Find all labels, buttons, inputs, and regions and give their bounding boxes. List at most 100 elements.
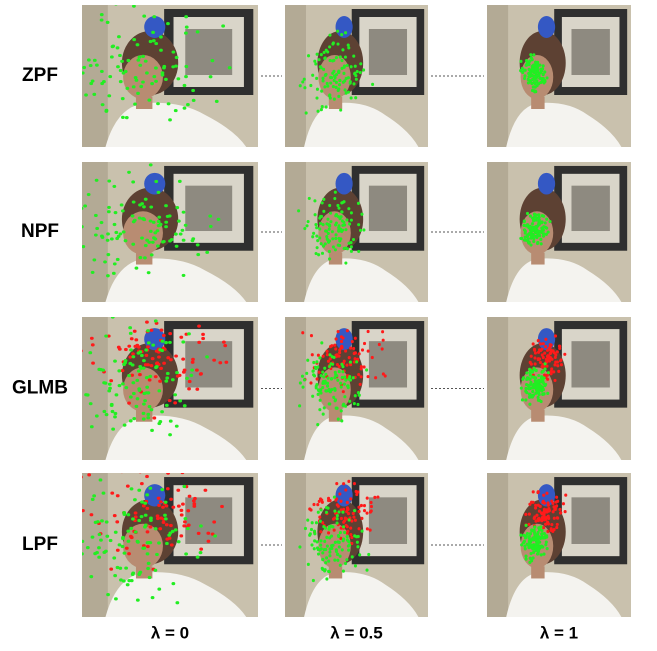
red-particle xyxy=(550,523,553,526)
green-particle xyxy=(315,235,318,238)
green-particle xyxy=(344,228,347,231)
red-particle xyxy=(353,482,356,485)
green-particle xyxy=(536,241,539,244)
red-particle xyxy=(195,388,199,391)
green-particle xyxy=(80,225,84,228)
red-particle xyxy=(532,490,535,493)
green-particle xyxy=(545,76,548,79)
green-particle xyxy=(182,239,186,242)
green-particle xyxy=(328,536,331,539)
green-particle xyxy=(131,243,135,246)
green-particle xyxy=(140,236,144,239)
red-particle xyxy=(555,526,558,529)
red-particle xyxy=(212,520,216,523)
green-particle xyxy=(313,539,316,542)
green-particle xyxy=(135,267,139,270)
green-particle xyxy=(111,428,115,431)
green-particle xyxy=(205,355,209,358)
green-particle xyxy=(151,596,155,599)
green-particle xyxy=(301,80,304,83)
green-particle xyxy=(323,85,326,88)
green-particle xyxy=(304,527,307,530)
green-particle xyxy=(330,388,333,391)
green-particle xyxy=(95,414,99,417)
red-particle xyxy=(352,516,355,519)
red-particle xyxy=(129,535,133,538)
green-particle xyxy=(537,223,540,226)
red-particle xyxy=(311,353,314,356)
green-particle xyxy=(169,419,173,422)
red-particle xyxy=(145,354,149,357)
green-particle xyxy=(365,368,368,371)
green-particle xyxy=(91,79,95,82)
red-particle xyxy=(547,359,550,362)
red-particle xyxy=(199,548,203,551)
red-particle xyxy=(547,517,550,520)
green-particle xyxy=(537,396,540,399)
green-particle xyxy=(529,373,532,376)
green-particle xyxy=(171,582,175,585)
green-particle xyxy=(112,185,116,188)
green-particle xyxy=(108,383,112,386)
green-particle xyxy=(117,35,121,38)
green-particle xyxy=(130,487,134,490)
green-particle xyxy=(78,517,82,520)
red-particle xyxy=(181,358,185,361)
red-particle xyxy=(134,338,138,341)
row-label: NPF xyxy=(21,221,59,242)
green-particle xyxy=(173,393,177,396)
green-particle xyxy=(357,391,360,394)
green-particle xyxy=(315,521,318,524)
red-particle xyxy=(166,487,170,490)
green-particle xyxy=(533,218,536,221)
image-panel xyxy=(285,162,428,302)
green-particle xyxy=(341,510,344,513)
red-particle xyxy=(177,504,181,507)
red-particle xyxy=(543,351,546,354)
green-particle xyxy=(350,250,353,253)
red-particle xyxy=(542,494,545,497)
green-particle xyxy=(525,371,528,374)
green-particle xyxy=(334,371,337,374)
green-particle xyxy=(524,235,527,238)
red-particle xyxy=(176,375,180,378)
green-particle xyxy=(360,213,363,216)
green-particle xyxy=(337,418,340,421)
green-particle xyxy=(165,404,169,407)
green-particle xyxy=(165,376,169,379)
green-particle xyxy=(333,356,336,359)
green-particle xyxy=(73,198,77,201)
green-particle xyxy=(92,494,96,497)
red-particle xyxy=(554,356,557,359)
green-particle xyxy=(347,46,350,49)
red-particle xyxy=(366,527,369,530)
red-particle xyxy=(545,492,548,495)
green-particle xyxy=(118,54,122,57)
green-particle xyxy=(318,408,321,411)
red-particle xyxy=(346,531,349,534)
green-particle xyxy=(343,395,346,398)
green-particle xyxy=(183,107,187,110)
red-particle xyxy=(354,337,357,340)
red-particle xyxy=(556,516,559,519)
green-particle xyxy=(326,238,329,241)
red-particle xyxy=(327,499,330,502)
green-particle xyxy=(545,541,548,544)
green-particle xyxy=(135,79,139,82)
green-particle xyxy=(348,222,351,225)
red-particle xyxy=(363,342,366,345)
green-particle xyxy=(523,220,526,223)
green-particle xyxy=(150,253,154,256)
red-particle xyxy=(349,526,352,529)
green-particle xyxy=(168,118,172,121)
green-particle xyxy=(344,31,347,34)
green-particle xyxy=(125,87,129,90)
green-particle xyxy=(142,359,146,362)
green-particle xyxy=(140,500,144,503)
green-particle xyxy=(354,564,357,567)
red-particle xyxy=(212,359,216,362)
green-particle xyxy=(105,520,109,523)
red-particle xyxy=(326,353,329,356)
green-particle xyxy=(133,498,137,501)
green-particle xyxy=(532,63,535,66)
